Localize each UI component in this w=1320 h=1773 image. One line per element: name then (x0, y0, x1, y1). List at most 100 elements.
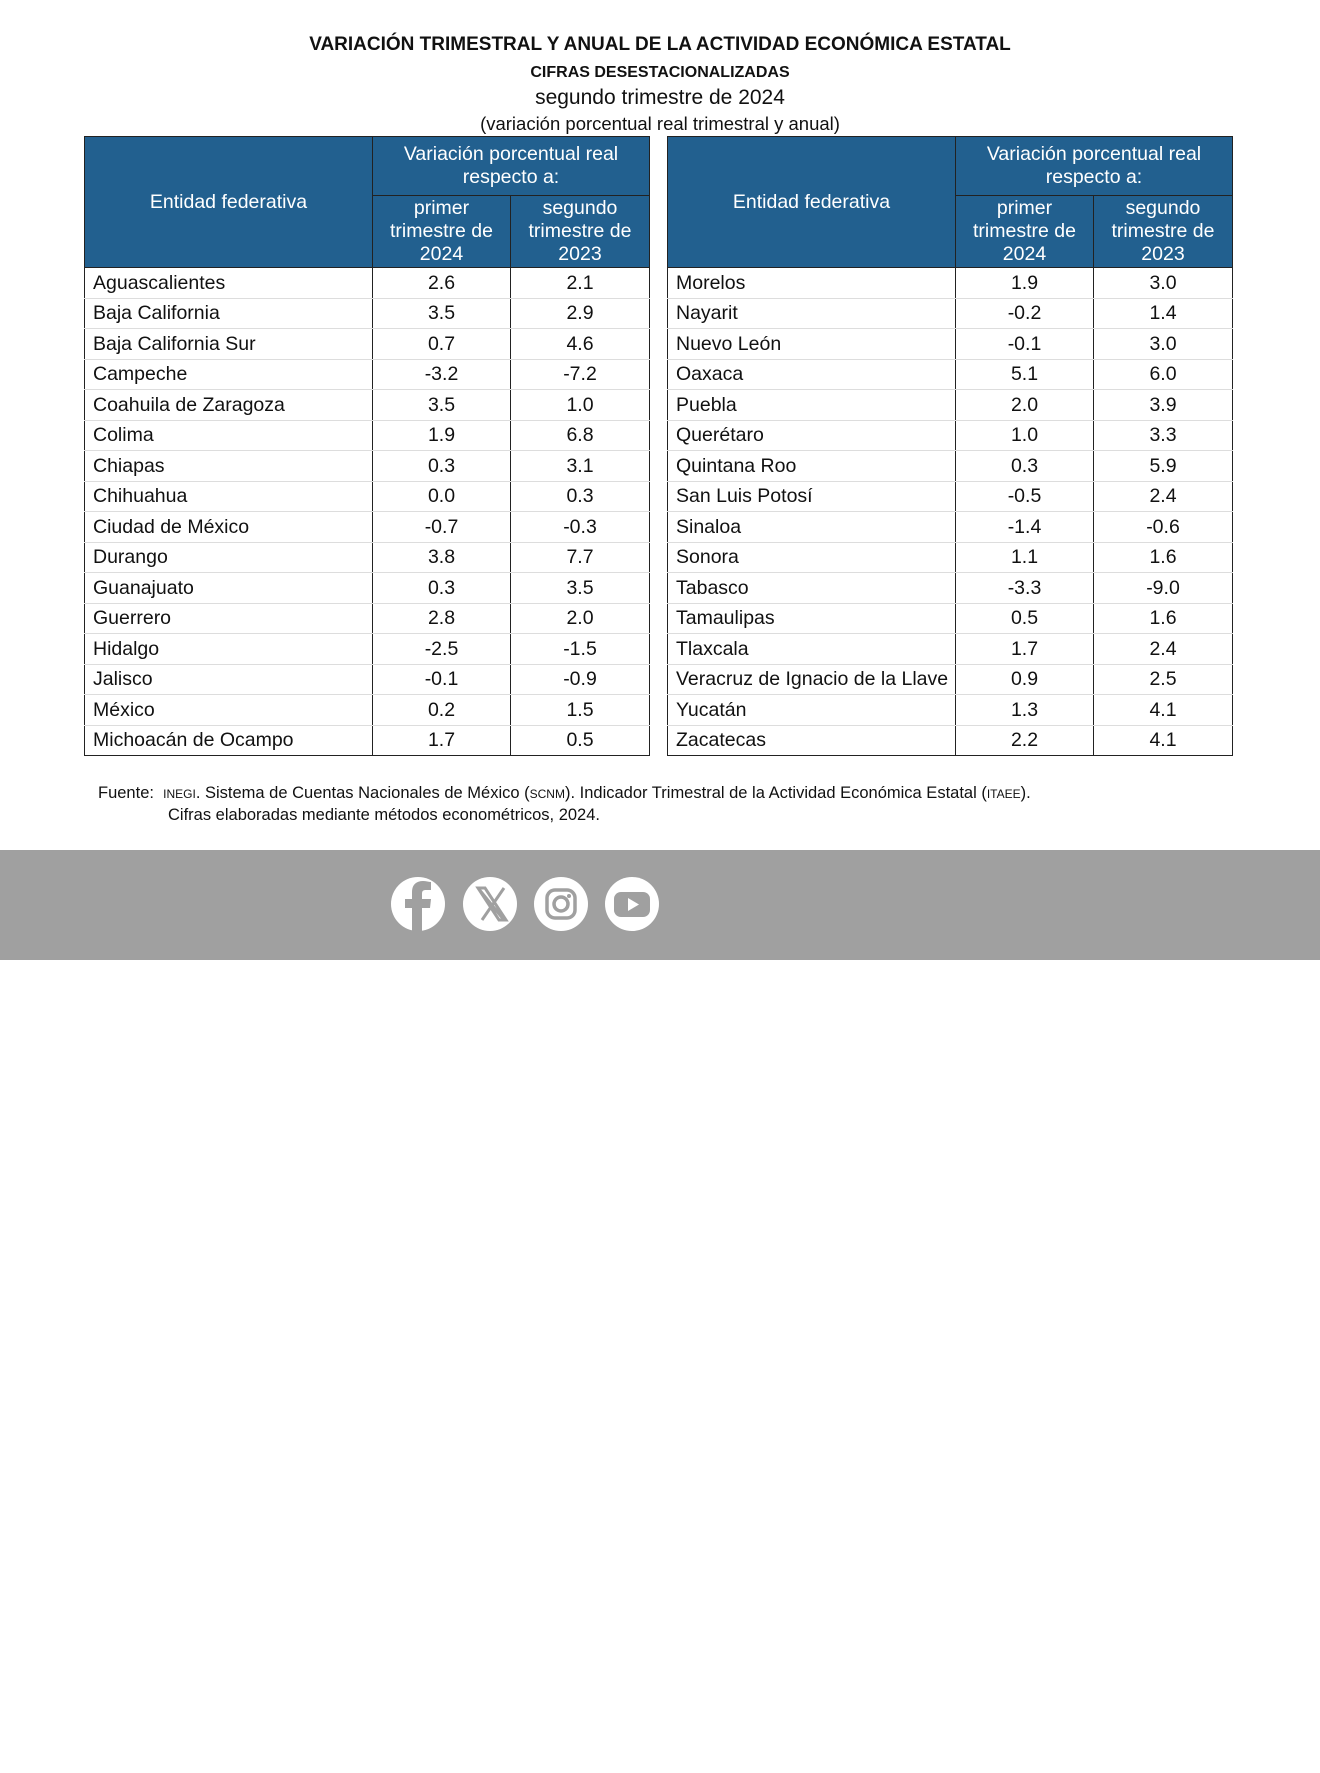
value-cell: 1.7 (955, 633, 1094, 665)
data-table: Entidad federativa Variación porcentual r… (667, 136, 1233, 756)
value-cell: 4.6 (510, 328, 650, 360)
entity-cell: Sonora (667, 542, 956, 573)
value-cell: -1.4 (955, 511, 1094, 543)
entity-cell: Nayarit (667, 298, 956, 329)
value-cell: 1.0 (510, 389, 650, 421)
value-cell: 0.9 (955, 664, 1094, 695)
data-row: Sinaloa -1.4 -0.6 (667, 511, 1233, 543)
entity-header: Entidad federativa (84, 136, 373, 268)
value-cell: 0.3 (510, 481, 650, 512)
data-row: Quintana Roo 0.3 5.9 (667, 450, 1233, 482)
entity-cell: Tlaxcala (667, 633, 956, 665)
x-icon (463, 877, 517, 931)
value-cell: -3.3 (955, 572, 1094, 604)
source: Fuente: inegi. Sistema de Cuentas Nacion… (98, 782, 1031, 826)
data-row: Chihuahua 0.0 0.3 (84, 481, 650, 512)
entity-cell: Jalisco (84, 664, 373, 695)
page: VARIACIÓN TRIMESTRAL Y ANUAL DE LA ACTIV… (0, 34, 1320, 960)
entity-cell: Yucatán (667, 694, 956, 726)
data-row: Guerrero 2.8 2.0 (84, 603, 650, 634)
data-row: Aguascalientes 2.6 2.1 (84, 267, 650, 299)
value-cell: -0.1 (955, 328, 1094, 360)
value-cell: -0.5 (955, 481, 1094, 512)
entity-cell: Ciudad de México (84, 511, 373, 543)
value-cell: 0.3 (372, 450, 511, 482)
data-row: Zacatecas 2.2 4.1 (667, 725, 1233, 756)
value-cell: 1.6 (1093, 542, 1233, 573)
entity-cell: Guanajuato (84, 572, 373, 604)
value-cell: -0.9 (510, 664, 650, 695)
brand-light: INFORMA (774, 1733, 940, 1772)
data-row: Tabasco -3.3 -9.0 (667, 572, 1233, 604)
entity-cell: Guerrero (84, 603, 373, 634)
value-cell: 0.2 (372, 694, 511, 726)
entity-cell: Oaxaca (667, 359, 956, 390)
value-cell: 3.5 (372, 389, 511, 421)
value-cell: 1.3 (955, 694, 1094, 726)
data-row: México 0.2 1.5 (84, 694, 650, 726)
value-cell: 0.0 (372, 481, 511, 512)
data-row: Morelos 1.9 3.0 (667, 267, 1233, 299)
data-row: Colima 1.9 6.8 (84, 420, 650, 451)
entity-cell: Puebla (667, 389, 956, 421)
entity-cell: Zacatecas (667, 725, 956, 756)
entity-cell: Veracruz de Ignacio de la Llave (667, 664, 956, 695)
value-cell: 0.7 (372, 328, 511, 360)
period: segundo trimestre de 2024 (535, 86, 785, 109)
value-cell: -9.0 (1093, 572, 1233, 604)
brand: INEGIINFORMA (677, 1733, 940, 1773)
value-cell: 7.7 (510, 542, 650, 573)
entity-cell: Coahuila de Zaragoza (84, 389, 373, 421)
value-cell: 1.5 (510, 694, 650, 726)
value-cell: 6.8 (510, 420, 650, 451)
header-row: Entidad federativa Variación porcentual r… (84, 136, 650, 268)
value-cell: -2.5 (372, 633, 511, 665)
note: (variación porcentual real trimestral y … (480, 113, 840, 134)
instagram-icon (534, 877, 588, 931)
entity-cell: Chihuahua (84, 481, 373, 512)
value-cell: 1.4 (1093, 298, 1233, 329)
data-row: Nuevo León -0.1 3.0 (667, 328, 1233, 360)
value-cell: 5.1 (955, 359, 1094, 390)
data-row: Baja California 3.5 2.9 (84, 298, 650, 329)
data-row: Ciudad de México -0.7 -0.3 (84, 511, 650, 543)
entity-cell: Sinaloa (667, 511, 956, 543)
value-cell: -3.2 (372, 359, 511, 390)
value-cell: 1.9 (955, 267, 1094, 299)
value-cell: 3.1 (510, 450, 650, 482)
column-header: segundo trimestre de 2023 (510, 195, 650, 268)
entity-cell: Baja California Sur (84, 328, 373, 360)
data-row: Tamaulipas 0.5 1.6 (667, 603, 1233, 634)
entity-cell: Hidalgo (84, 633, 373, 665)
value-cell: 2.1 (510, 267, 650, 299)
data-row: Puebla 2.0 3.9 (667, 389, 1233, 421)
data-row: Coahuila de Zaragoza 3.5 1.0 (84, 389, 650, 421)
value-cell: 2.0 (955, 389, 1094, 421)
subtitle: CIFRAS DESESTACIONALIZADAS (530, 64, 790, 81)
brand-bold: INEGI (677, 1733, 775, 1772)
data-row: Baja California Sur 0.7 4.6 (84, 328, 650, 360)
entity-cell: México (84, 694, 373, 726)
entity-cell: Tamaulipas (667, 603, 956, 634)
data-row: Sonora 1.1 1.6 (667, 542, 1233, 573)
data-row: Jalisco -0.1 -0.9 (84, 664, 650, 695)
value-cell: 2.2 (955, 725, 1094, 756)
value-cell: 2.5 (1093, 664, 1233, 695)
data-row: Querétaro 1.0 3.3 (667, 420, 1233, 451)
data-row: Tlaxcala 1.7 2.4 (667, 633, 1233, 665)
data-table: Entidad federativa Variación porcentual r… (84, 136, 650, 756)
data-row: Nayarit -0.2 1.4 (667, 298, 1233, 329)
value-cell: 4.1 (1093, 725, 1233, 756)
value-cell: 2.6 (372, 267, 511, 299)
data-row: San Luis Potosí -0.5 2.4 (667, 481, 1233, 512)
facebook-icon (391, 877, 445, 931)
social-icons (391, 877, 659, 931)
entity-cell: Querétaro (667, 420, 956, 451)
source-line: inegi. Sistema de Cuentas Nacionales de … (163, 784, 1031, 802)
value-cell: -7.2 (510, 359, 650, 390)
value-cell: 3.9 (1093, 389, 1233, 421)
data-row: Veracruz de Ignacio de la Llave 0.9 2.5 (667, 664, 1233, 695)
data-row: Hidalgo -2.5 -1.5 (84, 633, 650, 665)
group-header: Variación porcentual real respecto a: (955, 136, 1233, 196)
entity-cell: Campeche (84, 359, 373, 390)
